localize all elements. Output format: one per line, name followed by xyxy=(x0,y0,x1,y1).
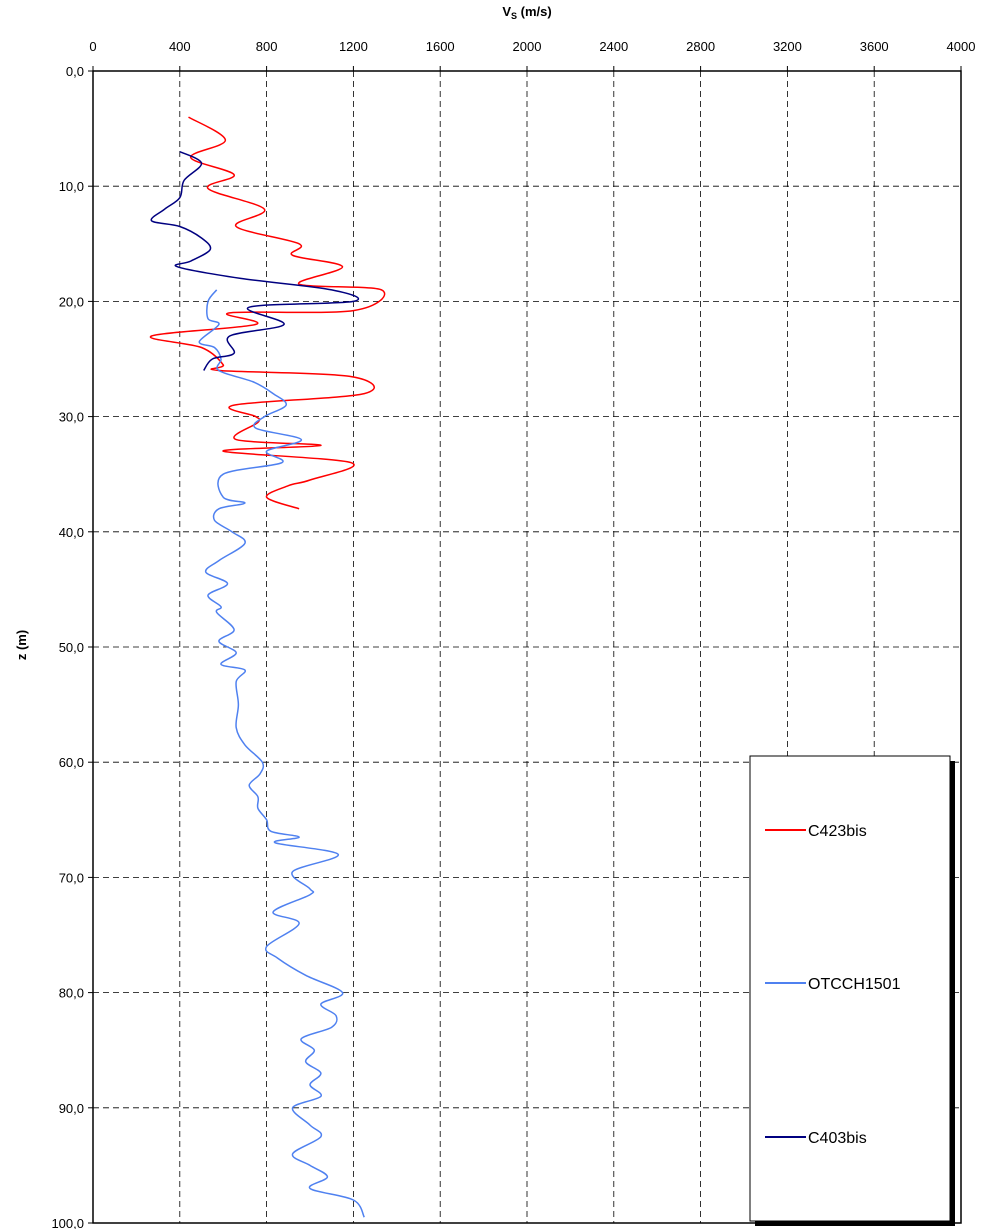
x-tick-label: 1600 xyxy=(426,39,455,54)
legend: C423bis OTCCH1501 C403bis xyxy=(749,755,955,1226)
y-tick-label: 80,0 xyxy=(59,986,84,1001)
x-axis-title-unit: (m/s) xyxy=(517,4,552,19)
series-line-otcch1501 xyxy=(198,289,365,1218)
y-tick-label: 50,0 xyxy=(59,640,84,655)
x-tick-label: 1200 xyxy=(339,39,368,54)
y-tick-label: 10,0 xyxy=(59,179,84,194)
y-tick-label: 70,0 xyxy=(59,870,84,885)
legend-label-c403bis: C403bis xyxy=(808,1130,867,1147)
x-tick-label: 2000 xyxy=(513,39,542,54)
legend-items: C423bis OTCCH1501 C403bis xyxy=(765,823,901,1147)
y-tick-label: 0,0 xyxy=(66,64,84,79)
series-line-c403bis xyxy=(150,150,360,371)
y-tick-label: 60,0 xyxy=(59,755,84,770)
x-tick-label: 0 xyxy=(89,39,96,54)
grid-layer xyxy=(93,71,961,1223)
y-tick-label: 30,0 xyxy=(59,410,84,425)
y-tick-label: 20,0 xyxy=(59,294,84,309)
y-tick-label: 40,0 xyxy=(59,525,84,540)
series-line-c423bis xyxy=(149,116,386,510)
x-axis-title-sub: S xyxy=(511,11,517,21)
y-tick-label: 100,0 xyxy=(51,1216,84,1229)
legend-label-c423bis: C423bis xyxy=(808,823,867,840)
legend-box xyxy=(749,755,951,1222)
x-axis-title: VS (m/s) xyxy=(502,4,551,21)
x-tick-label: 800 xyxy=(256,39,278,54)
x-tick-layer: 0 400 800 1200 1600 2000 2400 2800 3200 3600 4000 xyxy=(89,39,975,71)
x-tick-label: 3600 xyxy=(860,39,889,54)
series-layer xyxy=(149,116,386,1218)
x-tick-label: 2400 xyxy=(599,39,628,54)
y-tick-layer: 0,0 10,0 20,0 30,0 40,0 50,0 60,0 70,0 80,0 90,0 1… xyxy=(51,64,93,1229)
x-tick-label: 2800 xyxy=(686,39,715,54)
x-tick-label: 400 xyxy=(169,39,191,54)
x-tick-label: 3200 xyxy=(773,39,802,54)
y-tick-label: 90,0 xyxy=(59,1101,84,1116)
x-tick-label: 4000 xyxy=(947,39,976,54)
x-axis-title-main: V xyxy=(502,4,511,19)
y-axis-title: z (m) xyxy=(14,630,29,660)
legend-label-otcch1501: OTCCH1501 xyxy=(808,976,901,993)
